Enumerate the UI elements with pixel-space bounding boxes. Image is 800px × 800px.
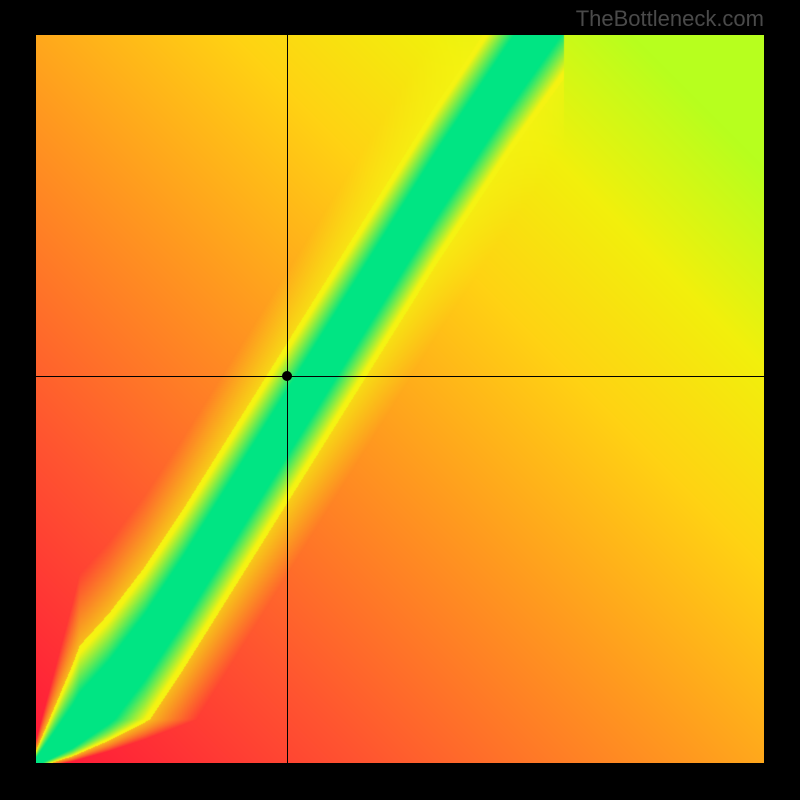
watermark: TheBottleneck.com [576, 6, 764, 32]
crosshair-vertical [287, 35, 288, 763]
bottleneck-heatmap [36, 35, 764, 763]
crosshair-marker [282, 371, 292, 381]
heatmap-canvas [36, 35, 764, 763]
crosshair-horizontal [36, 376, 764, 377]
